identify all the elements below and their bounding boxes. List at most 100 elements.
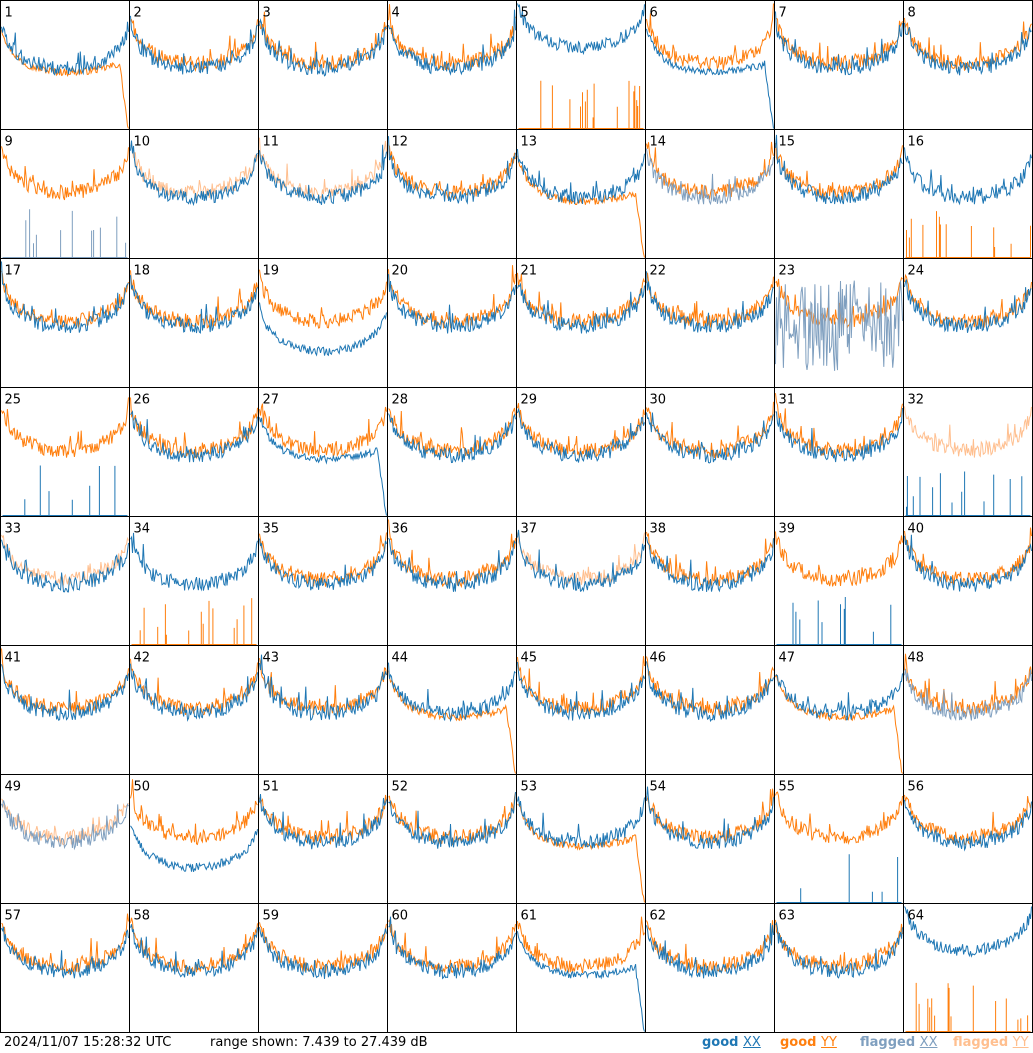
panel-4: 4 [387,0,517,130]
panel-8: 8 [903,0,1033,130]
panel-label: 32 [908,393,925,408]
panel-label: 41 [5,651,22,666]
series-good-yy [517,916,645,974]
series-good-yy [259,403,387,458]
series-good-xx [646,661,774,723]
panel-label: 21 [521,264,538,279]
series-good-yy [1,397,129,458]
panel-1: 1 [0,0,130,130]
series-good-xx [259,654,387,721]
panel-label: 60 [392,909,409,924]
panel-label: 38 [650,522,667,537]
series-good-xx [904,22,1032,76]
panel-62: 62 [645,903,775,1033]
series-good-yy [905,211,1031,258]
series-good-xx [776,854,902,903]
panel-59: 59 [258,903,388,1033]
series-good-yy [518,80,644,129]
panel-61: 61 [516,903,646,1033]
panel-frame [0,516,130,646]
series-good-xx [259,417,387,516]
panel-frame [645,903,775,1033]
series-good-xx [388,537,516,592]
panel-label: 11 [263,135,280,150]
panel-frame [645,387,775,517]
series-good-xx [1,539,129,593]
series-good-yy [905,982,1031,1032]
series-good-xx [775,921,903,979]
series-good-yy [259,269,387,329]
panel-18: 18 [129,258,259,388]
panel-frame [774,645,904,775]
series-good-xx [259,18,387,77]
panel-26: 26 [129,387,259,517]
panel-label: 58 [134,909,151,924]
legend-flagged-yy: flagged YY [953,1035,1029,1050]
panel-3: 3 [258,0,388,130]
panel-label: 9 [5,135,13,150]
series-good-yy [1,270,129,329]
panel-19: 19 [258,258,388,388]
series-good-yy [1,913,129,975]
series-good-xx [259,144,387,205]
series-good-xx [904,799,1032,852]
series-flagged-xx [1,800,129,851]
series-good-xx [130,410,258,463]
panel-frame [903,129,1033,259]
series-good-xx [517,529,645,593]
panel-frame [129,258,259,388]
series-good-xx [1,926,129,979]
series-good-yy [131,598,257,645]
series-good-xx [517,149,645,205]
panel-label: 46 [650,651,667,666]
panel-52: 52 [387,774,517,904]
panel-44: 44 [387,645,517,775]
panel-frame [0,387,130,517]
panel-frame [774,774,904,904]
panel-label: 16 [908,135,925,150]
panel-label: 29 [521,393,538,408]
panel-42: 42 [129,645,259,775]
series-good-yy [775,674,903,774]
range-label: range shown: 7.439 to 27.439 dB [210,1035,428,1050]
panel-36: 36 [387,516,517,646]
panel-58: 58 [129,903,259,1033]
series-good-yy [904,794,1032,846]
series-good-xx [388,413,516,464]
panel-label: 19 [263,264,280,279]
series-good-xx [130,532,258,592]
series-good-xx [904,906,1032,958]
panel-label: 14 [650,135,667,150]
panel-17: 17 [0,258,130,388]
series-good-xx [775,11,903,76]
panel-32: 32 [903,387,1033,517]
series-good-xx [1,664,129,721]
series-good-yy [517,155,645,258]
panel-label: 43 [263,651,280,666]
series-good-yy [259,11,387,72]
series-good-xx [517,931,645,1032]
panel-label: 2 [134,6,142,21]
panel-64: 64 [903,903,1033,1033]
panel-39: 39 [774,516,904,646]
panel-10: 10 [129,129,259,259]
series-good-xx [130,663,258,722]
series-flagged-xx [904,668,1032,722]
panel-label: 34 [134,522,151,537]
series-good-xx [130,140,258,207]
panel-frame [129,0,259,130]
panel-63: 63 [774,903,904,1033]
panel-15: 15 [774,129,904,259]
panel-label: 47 [779,651,796,666]
series-good-yy [646,401,774,459]
panel-frame [258,774,388,904]
series-flagged-xx [2,209,128,258]
panel-48: 48 [903,645,1033,775]
series-good-yy [130,270,258,330]
panel-30: 30 [645,387,775,517]
panel-frame [387,0,517,130]
series-good-xx [388,136,516,205]
panel-label: 33 [5,522,22,537]
series-good-xx [130,825,258,872]
